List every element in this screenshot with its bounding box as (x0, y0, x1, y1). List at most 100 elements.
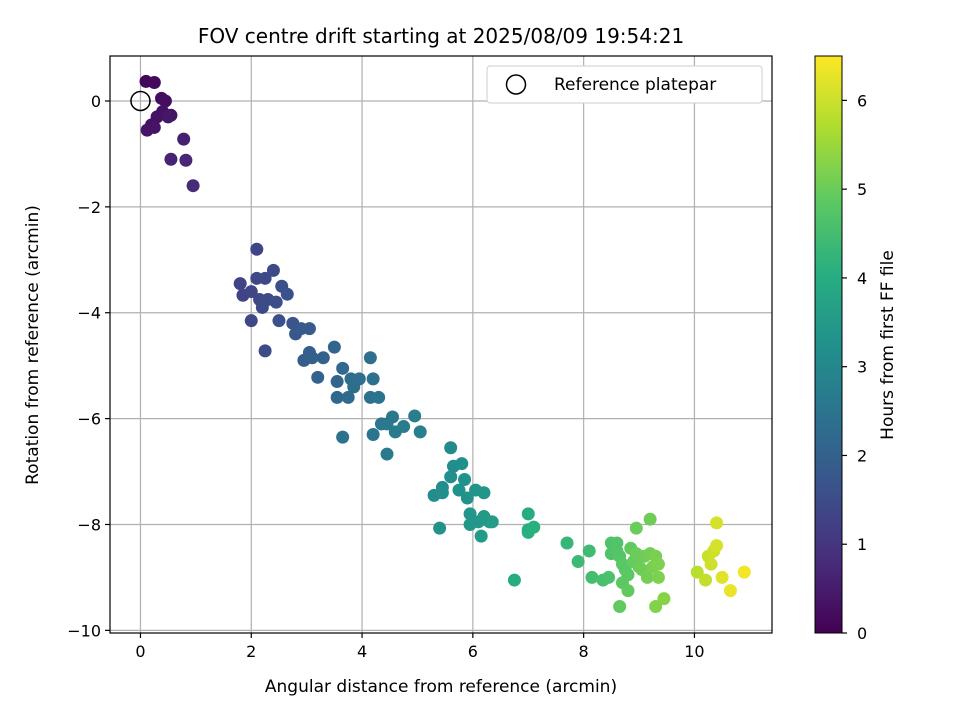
data-point (585, 570, 599, 584)
data-point (386, 410, 400, 424)
data-point (336, 361, 350, 375)
data-point (397, 420, 411, 434)
x-axis-label: Angular distance from reference (arcmin) (265, 677, 617, 697)
data-point (602, 570, 616, 584)
data-point (244, 285, 258, 299)
data-point (352, 372, 366, 386)
data-point (250, 242, 264, 256)
reference-point (130, 90, 151, 112)
data-point (710, 539, 724, 553)
x-tick-label: 4 (357, 642, 367, 661)
data-point (327, 340, 341, 354)
data-point (651, 570, 665, 584)
data-point (435, 486, 449, 500)
colorbar-tick-label: 0 (857, 624, 867, 643)
data-point (710, 516, 724, 530)
colorbar-tick-label: 1 (857, 535, 867, 554)
data-point (408, 409, 422, 423)
plot-frame (109, 55, 773, 634)
data-point (629, 521, 643, 535)
data-point (485, 515, 499, 529)
x-tick-label: 6 (468, 642, 478, 661)
colorbar-tick-label: 6 (857, 91, 867, 110)
data-point (179, 153, 193, 167)
y-tick-label: −6 (77, 410, 101, 429)
data-point (330, 375, 344, 389)
data-point (715, 570, 729, 584)
data-point (444, 441, 458, 455)
data-point (621, 568, 635, 582)
data-point (560, 536, 574, 550)
data-point (433, 521, 447, 535)
data-point (269, 295, 283, 309)
legend-marker-icon (505, 74, 527, 95)
data-point (699, 573, 713, 587)
data-point (380, 447, 394, 461)
data-point (363, 351, 377, 365)
data-point (521, 507, 535, 521)
data-point (164, 152, 178, 166)
legend-label: Reference platepar (554, 75, 716, 95)
y-tick-label: −4 (77, 304, 101, 323)
data-point (463, 517, 477, 531)
data-point (341, 390, 355, 404)
data-point (640, 570, 654, 584)
data-point (444, 470, 458, 484)
colorbar-label: Hours from first FF file (878, 250, 898, 440)
colorbar: 0 1 2 3 4 5 6 Hours from first FF file (814, 55, 898, 643)
data-point (186, 179, 200, 193)
reference-marker (130, 90, 151, 112)
y-tick-label: −8 (77, 515, 101, 534)
data-point (610, 536, 624, 550)
data-point (302, 322, 316, 336)
data-point (140, 123, 154, 137)
colorbar-gradient (814, 55, 843, 634)
data-point (272, 314, 286, 328)
data-point (413, 425, 427, 439)
colorbar-tick-label: 3 (857, 358, 867, 377)
data-point (507, 573, 521, 587)
data-point (147, 75, 161, 89)
x-tick-label: 10 (684, 642, 704, 661)
data-point (305, 351, 319, 365)
y-tick-label: −2 (77, 198, 101, 217)
data-point (330, 390, 344, 404)
data-point (266, 263, 280, 277)
data-point (649, 600, 663, 614)
y-tick-label: 0 (91, 92, 101, 111)
data-point (723, 584, 737, 598)
data-point (372, 390, 386, 404)
data-point (621, 584, 635, 598)
data-point (280, 287, 294, 301)
data-point (244, 314, 258, 328)
data-point (158, 94, 172, 108)
x-axis: 0 2 4 6 8 10 (135, 633, 705, 661)
colorbar-ticks: 0 1 2 3 4 5 6 (842, 91, 867, 643)
y-axis: 0 −2 −4 −6 −8 −10 (67, 92, 110, 640)
data-point (571, 555, 585, 569)
grid (110, 56, 772, 633)
data-point (161, 110, 175, 124)
data-point (455, 457, 469, 471)
data-point (582, 544, 596, 558)
data-point (474, 529, 488, 543)
data-point (460, 491, 474, 505)
data-point (690, 565, 704, 579)
data-point (737, 565, 751, 579)
data-point (651, 557, 665, 571)
data-points (139, 74, 751, 614)
legend-box (486, 65, 763, 104)
data-point (657, 592, 671, 606)
colorbar-tick-label: 5 (857, 180, 867, 199)
chart-title: FOV centre drift starting at 2025/08/09 … (198, 24, 684, 48)
data-point (311, 370, 325, 384)
data-point (521, 525, 535, 539)
data-point (177, 132, 191, 146)
x-tick-label: 0 (135, 642, 145, 661)
data-point (613, 600, 627, 614)
y-axis-label: Rotation from reference (arcmin) (23, 205, 43, 485)
data-point (366, 427, 380, 441)
data-point (452, 483, 466, 497)
data-point (233, 277, 247, 291)
data-point (477, 486, 491, 500)
